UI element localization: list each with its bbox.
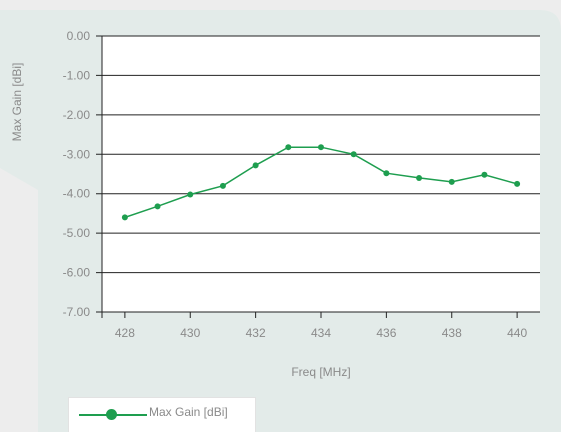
data-point: [481, 171, 488, 178]
y-tick-label: -1.00: [63, 68, 91, 82]
legend: Max Gain [dBi]: [68, 397, 256, 432]
data-point: [121, 214, 128, 221]
data-point: [318, 144, 324, 151]
legend-marker-icon: [106, 409, 117, 420]
y-tick-label: 0.00: [67, 29, 91, 43]
y-tick-label: -6.00: [63, 266, 91, 280]
x-tick-label: 436: [376, 326, 396, 340]
data-point: [187, 191, 194, 198]
y-axis-title: Max Gain [dBi]: [10, 63, 24, 142]
y-tick-label: -3.00: [63, 147, 91, 161]
x-tick-label: 430: [180, 326, 200, 340]
plot-area: [102, 36, 540, 312]
data-point: [252, 162, 259, 169]
x-tick-label: 440: [507, 326, 527, 340]
gridlines: [96, 35, 540, 313]
data-point: [383, 170, 390, 177]
y-tick-label: -4.00: [63, 187, 91, 201]
axes: [101, 36, 518, 318]
x-axis-title: Freq [MHz]: [291, 365, 350, 379]
x-tick-label: 432: [246, 326, 266, 340]
y-tick-label: -7.00: [63, 305, 91, 319]
y-tick-label: -2.00: [63, 108, 91, 122]
data-point: [219, 182, 226, 189]
data-point: [416, 174, 423, 181]
tick-labels: 0.00 -1.00 -2.00 -3.00 -4.00 -5.00 -6.00 -7.00 4…: [63, 29, 528, 340]
data-point: [285, 144, 292, 151]
x-tick-label: 428: [115, 326, 135, 340]
data-point: [448, 178, 455, 185]
data-point: [514, 180, 521, 187]
y-tick-label: -5.00: [63, 226, 91, 240]
series-layer: [121, 144, 521, 221]
x-tick-label: 434: [311, 326, 331, 340]
data-point: [350, 151, 357, 158]
x-tick-label: 438: [442, 326, 462, 340]
data-point: [154, 203, 161, 210]
legend-label: Max Gain [dBi]: [149, 405, 228, 419]
